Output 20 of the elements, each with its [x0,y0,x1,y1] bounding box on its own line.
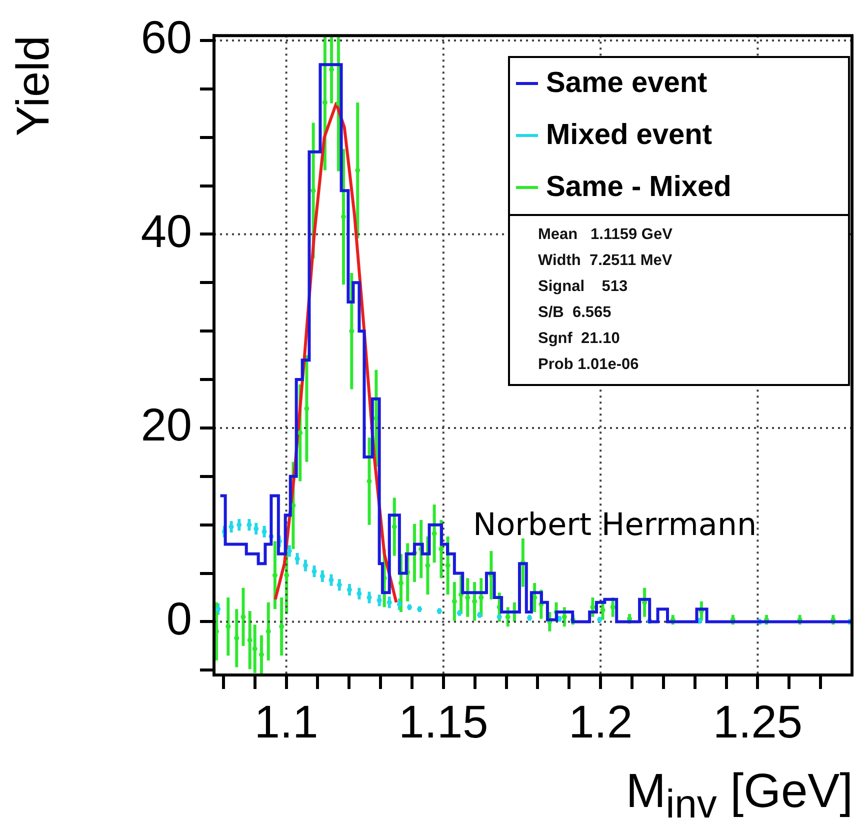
y-tick-label: 60 [140,11,192,64]
text: Mean 1.1159 GeV [538,226,672,243]
text: Signal 513 [538,278,628,295]
annotation: Norbert Herrmann [473,507,757,543]
y-tick-label: 0 [166,592,192,644]
text: Width 7.2511 MeV [538,252,672,269]
x-tick-label: 1.2 [568,695,633,748]
legend-label: Same - Mixed [546,171,732,204]
legend-label: Mixed event [546,119,712,152]
y-tick-label: 20 [140,398,192,451]
x-axis-title: M$_{inv}$ [GeV] [626,764,853,828]
text: S/B 6.565 [538,304,612,321]
text: Prob 1.01e-06 [538,356,639,373]
x-tick-label: 1.15 [398,695,488,748]
x-tick-label: 1.25 [712,695,802,748]
y-tick-label: 40 [140,204,192,257]
legend-label: Same event [546,67,708,100]
y-axis-title: Yield [6,36,58,136]
x-tick-label: 1.1 [254,695,318,748]
text: Sgnf 21.10 [538,330,620,347]
